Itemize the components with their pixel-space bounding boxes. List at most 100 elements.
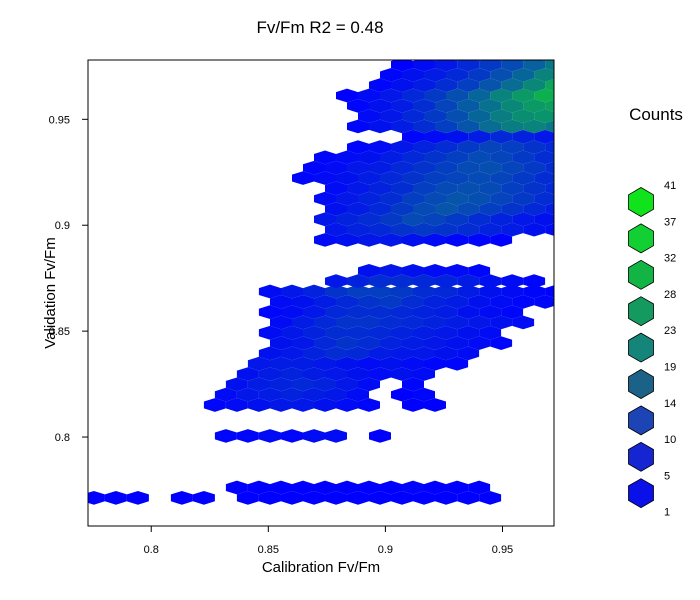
legend-label: 10 — [664, 434, 676, 446]
hexbin-cell — [325, 346, 347, 361]
hexbin-cell — [490, 295, 513, 309]
hexbin-cell — [541, 60, 549, 62]
hexbin-cell — [402, 109, 424, 123]
y-tick-label: 0.95 — [49, 114, 70, 126]
hexbin-cell — [424, 264, 446, 278]
hexbin-cell — [545, 285, 554, 298]
hexbin-cell — [236, 387, 259, 402]
hexbin-cell — [170, 491, 193, 505]
hexbin-cell — [369, 325, 391, 340]
hexbin-cell — [424, 398, 446, 412]
hexbin-cell — [347, 284, 369, 299]
hexbin-cell — [644, 68, 666, 82]
hexbin-cell — [501, 274, 524, 289]
hexbin-cell — [413, 346, 435, 361]
hexbin-cell — [446, 212, 469, 227]
hexbin-cell — [391, 181, 413, 196]
hexbin-cell — [424, 336, 446, 350]
hexbin-cell — [578, 171, 600, 185]
hexbin-cell — [391, 99, 413, 113]
hexbin-cell — [435, 346, 458, 361]
hexbin-cell — [545, 140, 554, 154]
hexbin-cell — [391, 346, 413, 361]
hexbin-cell — [380, 233, 402, 247]
hexbin-cell — [314, 171, 336, 185]
hexbin-cell — [369, 140, 391, 154]
hexbin-cell — [380, 336, 402, 350]
hexbin-cell — [369, 274, 391, 289]
hexbin-cell — [325, 274, 347, 289]
hexbin-cell — [677, 58, 699, 72]
hexbin-cell — [358, 356, 380, 371]
hexbin-cell — [314, 377, 336, 392]
hexbin-cell — [292, 377, 314, 392]
hexbin-cell — [314, 150, 336, 165]
legend-label: 19 — [664, 362, 676, 374]
legend-swatch — [628, 441, 654, 472]
hexbin-cell — [369, 284, 391, 299]
hexbin-cell — [336, 171, 358, 185]
hexbin-cell — [391, 274, 413, 289]
hexbin-cell — [325, 305, 347, 319]
hexbin-cell — [292, 315, 314, 330]
hexbin-cell — [567, 182, 589, 196]
hexbin-cell — [457, 346, 480, 361]
hexbin-cell — [446, 171, 469, 185]
hexbin-cell — [270, 377, 292, 392]
hexbin-cell — [490, 233, 513, 247]
hexbin-cell — [413, 140, 435, 154]
legend-swatch — [628, 369, 654, 399]
hexbin-cell — [457, 274, 480, 289]
legend-label: 5 — [664, 470, 670, 482]
hexbin-cell — [567, 120, 589, 134]
hexbin-cell — [347, 202, 369, 216]
hexbin-cell — [391, 367, 413, 381]
hexbin-cell — [270, 295, 292, 309]
legend-swatch — [628, 296, 654, 327]
hexbin-cell — [391, 140, 413, 154]
hexbin-cell — [435, 305, 458, 319]
hexbin-cell — [347, 119, 369, 134]
hexbin-cell — [391, 202, 413, 216]
hexbin-cell — [501, 37, 523, 51]
hexbin-cell — [192, 491, 215, 505]
hexbin-cell — [391, 60, 413, 72]
hexbin-cell — [611, 182, 633, 196]
hexbin-cell — [380, 264, 402, 278]
hexbin-cell — [468, 150, 491, 165]
hexbin-cell — [457, 99, 480, 113]
hexbin-cells — [88, 37, 699, 505]
hexbin-cell — [281, 429, 303, 443]
hexbin-cell — [126, 491, 149, 505]
hexbin-cell — [402, 212, 424, 227]
hexbin-cell — [281, 284, 303, 299]
hexbin-cell — [247, 377, 270, 392]
hexbin-cell — [446, 356, 469, 371]
hexbin-cell — [468, 191, 491, 206]
hexbin-cell — [325, 222, 347, 237]
hexbin-cell — [622, 171, 644, 185]
hexbin-cell — [523, 78, 546, 93]
hexbin-cell — [369, 367, 391, 381]
hexbin-cell — [600, 130, 622, 144]
hexbin-cell — [281, 325, 303, 340]
hexbin-cell — [435, 284, 458, 299]
hexbin-cell — [314, 212, 336, 227]
hexbin-cell — [358, 150, 380, 165]
hexbin-cell — [446, 295, 469, 309]
hexbin-cell — [490, 88, 513, 103]
hexbin-cell — [303, 387, 325, 402]
hexbin-cell — [281, 346, 303, 361]
hexbin-cell — [347, 181, 369, 196]
hexbin-cell — [589, 182, 611, 196]
hexbin-cell — [358, 171, 380, 185]
hexbin-cell — [556, 171, 578, 185]
hexbin-cell — [666, 47, 688, 61]
hexbin-cell — [358, 315, 380, 330]
hexbin-cell — [519, 60, 527, 62]
hexbin-cell — [336, 356, 358, 371]
hexbin-cell — [336, 480, 358, 495]
hexbin-cell — [380, 150, 402, 165]
hexbin-cell — [347, 99, 369, 113]
hexbin-cell — [490, 129, 513, 144]
